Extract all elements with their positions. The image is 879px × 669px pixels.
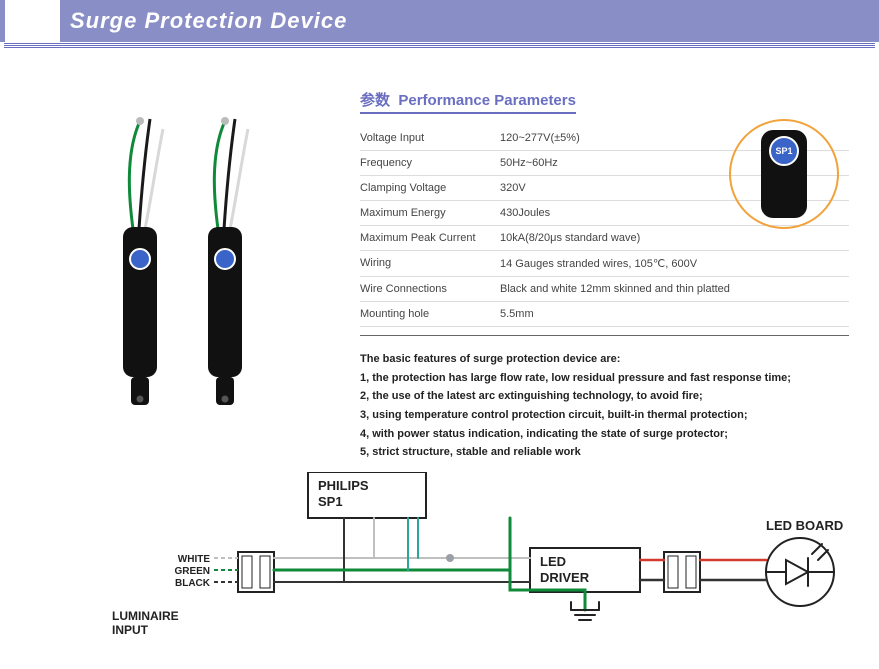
product-image-column <box>30 89 360 462</box>
svg-text:DRIVER: DRIVER <box>540 570 590 585</box>
section-title-en: Performance Parameters <box>398 92 576 109</box>
param-row: Wiring14 Gauges stranded wires, 105℃, 60… <box>360 251 849 277</box>
param-label: Maximum Peak Current <box>360 232 500 244</box>
badge-label: SP1 <box>769 136 799 166</box>
features-block: The basic features of surge protection d… <box>360 350 849 462</box>
info-column: SP1 参数 Performance Parameters Voltage In… <box>360 89 849 462</box>
svg-text:SP1: SP1 <box>318 494 343 509</box>
features-intro: The basic features of surge protection d… <box>360 350 849 369</box>
main-content: SP1 参数 Performance Parameters Voltage In… <box>0 49 879 472</box>
svg-text:LED: LED <box>540 554 566 569</box>
param-label: Clamping Voltage <box>360 182 500 194</box>
feature-item: 3, using temperature control protection … <box>360 406 849 425</box>
svg-text:INPUT: INPUT <box>112 623 149 637</box>
section-title: 参数 Performance Parameters <box>360 89 576 114</box>
features-list: 1, the protection has large flow rate, l… <box>360 369 849 462</box>
svg-text:BLACK: BLACK <box>175 578 211 589</box>
section-title-cn: 参数 <box>360 92 390 109</box>
param-row: Mounting hole5.5mm <box>360 302 849 327</box>
param-label: Maximum Energy <box>360 207 500 219</box>
svg-text:GREEN: GREEN <box>174 566 210 577</box>
wiring-diagram-wrap: PHILIPSSP1 LEDDRIVER LED BOARD WHITEGREENBL… <box>0 472 879 657</box>
param-label: Frequency <box>360 157 500 169</box>
svg-text:WHITE: WHITE <box>178 554 211 565</box>
param-label: Wiring <box>360 257 500 270</box>
svg-text:PHILIPS: PHILIPS <box>318 478 369 493</box>
svg-text:LUMINAIRE: LUMINAIRE <box>112 609 179 623</box>
svg-text:LED BOARD: LED BOARD <box>766 518 843 533</box>
feature-item: 2, the use of the latest arc extinguishi… <box>360 387 849 406</box>
wiring-diagram: PHILIPSSP1 LEDDRIVER LED BOARD WHITEGREENBL… <box>20 472 860 652</box>
product-illustration <box>95 109 295 429</box>
param-label: Voltage Input <box>360 132 500 144</box>
param-value: 10kA(8/20μs standard wave) <box>500 232 849 244</box>
feature-item: 5, strict structure, stable and reliable… <box>360 443 849 462</box>
param-label: Mounting hole <box>360 308 500 320</box>
certification-badge: SP1 <box>729 119 839 229</box>
header-rule <box>0 43 879 48</box>
param-row: Maximum Peak Current10kA(8/20μs standard… <box>360 226 849 251</box>
param-label: Wire Connections <box>360 283 500 295</box>
page-title: Surge Protection Device <box>70 8 347 33</box>
param-value: 14 Gauges stranded wires, 105℃, 600V <box>500 257 849 270</box>
param-value: Black and white 12mm skinned and thin pl… <box>500 283 849 295</box>
feature-item: 1, the protection has large flow rate, l… <box>360 369 849 388</box>
param-row: Wire ConnectionsBlack and white 12mm ski… <box>360 277 849 302</box>
badge-device-icon: SP1 <box>761 130 807 218</box>
page-header: Surge Protection Device <box>0 0 879 42</box>
param-value: 5.5mm <box>500 308 849 320</box>
feature-item: 4, with power status indication, indicat… <box>360 425 849 444</box>
divider <box>360 335 849 336</box>
